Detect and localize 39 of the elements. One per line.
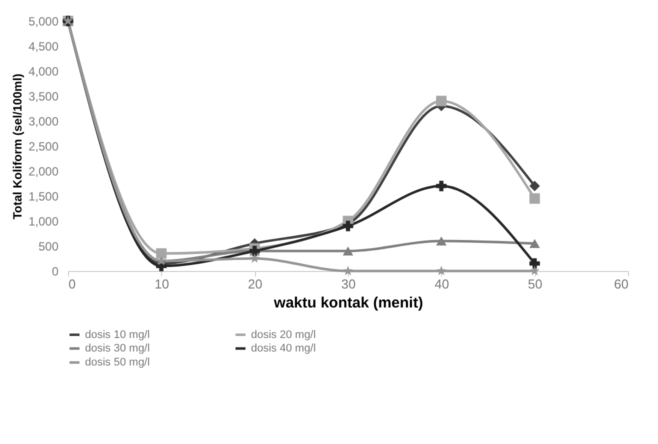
x-axis-title: waktu kontak (menit) [272, 294, 424, 312]
legend-label: dosis 40 mg/l [251, 342, 316, 354]
y-tick-label: 0 [52, 264, 59, 278]
x-tick-label: 50 [528, 276, 542, 292]
point [436, 180, 447, 192]
point [343, 266, 353, 276]
y-tick-label: 2,000 [28, 164, 59, 178]
x-tick-label: 30 [341, 276, 356, 292]
point [156, 248, 167, 259]
point [436, 236, 447, 246]
y-tick-label: 1,500 [28, 190, 59, 204]
point [342, 246, 354, 256]
point [529, 193, 540, 204]
point [529, 238, 540, 248]
point [530, 266, 540, 276]
point [436, 96, 447, 106]
legend-label: dosis 20 mg/l [251, 328, 316, 341]
x-tick-label: 0 [68, 276, 76, 292]
legend-label: dosis 30 mg/l [85, 342, 150, 354]
y-tick-label: 1,000 [28, 214, 59, 228]
y-tick-label: 3,500 [28, 90, 59, 104]
legend-label: dosis 50 mg/l [85, 356, 150, 368]
x-tick-label: 20 [248, 276, 262, 292]
y-tick-label: 2,500 [28, 140, 59, 154]
point [342, 220, 354, 232]
x-tick-label: 60 [614, 276, 628, 292]
y-axis-title: Total Koliform (sel/100ml) [10, 74, 24, 220]
y-tick-label: 4,000 [28, 64, 59, 78]
y-tick-label: 500 [38, 240, 59, 254]
point [529, 180, 540, 192]
point [529, 258, 540, 269]
y-tick-label: 5,000 [28, 14, 59, 28]
x-tick-label: 10 [154, 276, 170, 292]
y-tick-label: 4,500 [28, 40, 59, 54]
x-tick-label: 40 [434, 276, 450, 292]
legend-label: dosis 10 mg/l [85, 328, 150, 341]
point [436, 266, 446, 276]
point [250, 253, 260, 263]
y-tick-label: 3,000 [28, 114, 59, 128]
